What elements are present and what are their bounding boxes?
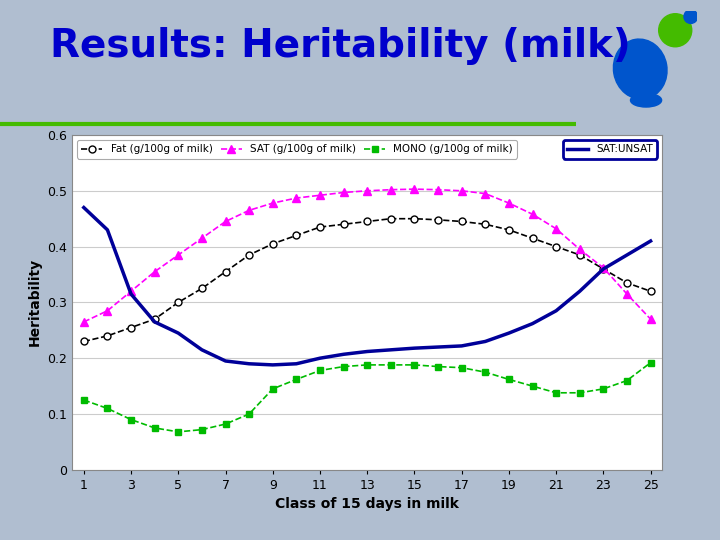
Legend: SAT:UNSAT: SAT:UNSAT <box>563 140 657 159</box>
Ellipse shape <box>613 39 667 99</box>
Text: Results: Heritability (milk): Results: Heritability (milk) <box>50 27 631 65</box>
Circle shape <box>659 14 692 47</box>
Y-axis label: Heritability: Heritability <box>27 258 42 347</box>
X-axis label: Class of 15 days in milk: Class of 15 days in milk <box>275 497 459 511</box>
Ellipse shape <box>631 93 662 107</box>
Circle shape <box>684 10 698 23</box>
